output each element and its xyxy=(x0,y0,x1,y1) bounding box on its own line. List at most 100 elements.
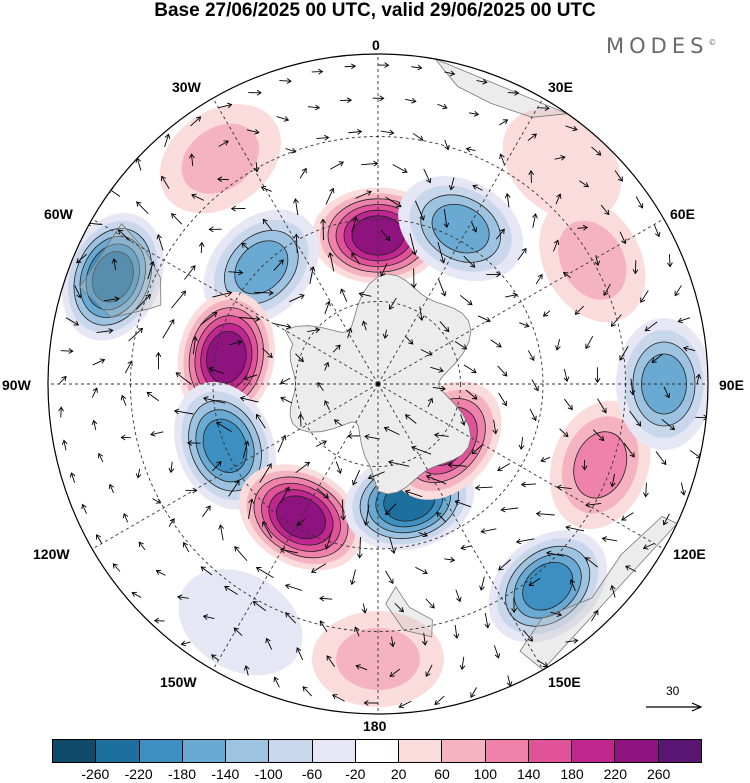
wind-vector xyxy=(147,261,154,280)
wind-vector-head xyxy=(156,233,162,240)
vector-reference-arrow xyxy=(646,702,703,712)
wind-vector-head xyxy=(314,104,321,111)
wind-vector xyxy=(209,367,225,375)
wind-vector xyxy=(591,610,599,622)
wind-vector-head xyxy=(425,671,431,677)
wind-vector xyxy=(412,133,424,141)
wind-vector xyxy=(418,532,428,537)
wind-vector xyxy=(645,482,647,497)
wind-vector xyxy=(118,229,131,242)
wind-vector xyxy=(121,395,127,406)
wind-vector xyxy=(242,441,248,459)
wind-vector xyxy=(611,473,615,487)
wind-vector xyxy=(262,521,273,539)
wind-vector xyxy=(493,645,500,659)
wind-vector xyxy=(507,675,511,687)
latitude-circle xyxy=(295,301,461,467)
wind-vector xyxy=(212,461,222,472)
wind-vector xyxy=(554,156,565,160)
wind-vector xyxy=(96,534,103,544)
wind-vector xyxy=(359,293,372,297)
wind-vector xyxy=(385,570,394,584)
wind-vector-head xyxy=(661,459,667,466)
colorbar-swatch xyxy=(485,740,529,762)
wind-vector xyxy=(296,647,304,661)
wind-vector-head xyxy=(453,633,460,639)
wind-vector xyxy=(154,620,165,622)
wind-vector xyxy=(274,677,280,688)
meridian-line xyxy=(91,218,379,385)
wind-vector-head xyxy=(323,493,329,499)
wind-vector-head xyxy=(480,528,486,534)
wind-vector xyxy=(392,164,408,173)
negative-anomaly-110w xyxy=(202,418,248,473)
wind-vector-head xyxy=(208,366,214,373)
colorbar-tick-label: 100 xyxy=(473,766,498,782)
colorbar-tick-label: -260 xyxy=(81,766,110,782)
wind-vector xyxy=(368,471,385,479)
wind-vector-head xyxy=(254,128,260,135)
wind-vector xyxy=(614,170,623,182)
wind-vector-head xyxy=(565,525,571,531)
wind-vector xyxy=(385,196,402,208)
wind-vector-head xyxy=(382,333,389,340)
wind-vector-head xyxy=(137,327,144,334)
wind-vector-head xyxy=(366,190,372,196)
wind-vector-head xyxy=(356,553,363,559)
wind-vector xyxy=(340,288,348,302)
colorbar-swatch xyxy=(96,740,140,762)
wind-vector-head xyxy=(169,318,175,325)
wind-vector-head xyxy=(636,421,642,427)
wind-vector-head xyxy=(273,676,279,683)
wind-vector-head xyxy=(298,356,304,363)
wind-vector-head xyxy=(351,252,357,258)
wind-vector-head xyxy=(346,97,353,104)
wind-vector-head xyxy=(76,292,82,299)
wind-vector-head xyxy=(411,283,417,289)
wind-vector xyxy=(319,597,333,600)
wind-vector-head xyxy=(598,435,605,442)
wind-vector-head xyxy=(296,520,303,526)
wind-vector xyxy=(98,453,104,463)
wind-vector-head xyxy=(563,431,569,438)
wind-vector xyxy=(254,291,274,294)
wind-vector-head xyxy=(496,271,502,278)
wind-vector xyxy=(248,499,253,519)
wind-vector xyxy=(354,627,360,637)
wind-vector-head xyxy=(361,320,368,326)
wind-vector xyxy=(444,139,449,150)
wind-vector xyxy=(164,134,170,148)
wind-vector xyxy=(434,434,449,437)
wind-vector-head xyxy=(350,63,357,70)
wind-vector xyxy=(540,456,551,462)
wind-vector-head xyxy=(460,544,466,551)
wind-vector-head xyxy=(324,400,330,406)
wind-vector xyxy=(319,620,328,633)
wind-vector-head xyxy=(309,266,316,272)
wind-vector-head xyxy=(497,466,503,472)
colorbar-tick-label: 180 xyxy=(560,766,584,782)
wind-vector-head xyxy=(363,520,370,526)
wind-vector-head xyxy=(498,565,504,571)
wind-vector xyxy=(132,592,142,598)
wind-vector-head xyxy=(136,201,142,207)
wind-vector-head xyxy=(427,397,434,404)
wind-vector xyxy=(181,641,191,645)
wind-vector xyxy=(454,500,472,508)
wind-vector-head xyxy=(447,462,453,469)
colorbar-ticks: -260 -220 -180 -140 -100 -60 -20 20 60 100 140 180 2… xyxy=(0,766,750,783)
lon-label-90e: 90E xyxy=(719,377,744,393)
wind-vector xyxy=(171,290,186,309)
wind-vector xyxy=(168,518,175,527)
wind-vector xyxy=(76,253,87,264)
meridian-line xyxy=(91,383,379,550)
wind-vector-head xyxy=(217,176,223,183)
wind-vector-head xyxy=(496,342,502,348)
wind-vector xyxy=(234,546,248,562)
wind-vector-head xyxy=(175,372,181,378)
wind-vector-head xyxy=(169,518,175,524)
wind-vector-head xyxy=(320,218,326,224)
wind-vector xyxy=(123,513,129,523)
wind-vector-head xyxy=(212,311,218,318)
wind-vector-head xyxy=(120,394,127,401)
